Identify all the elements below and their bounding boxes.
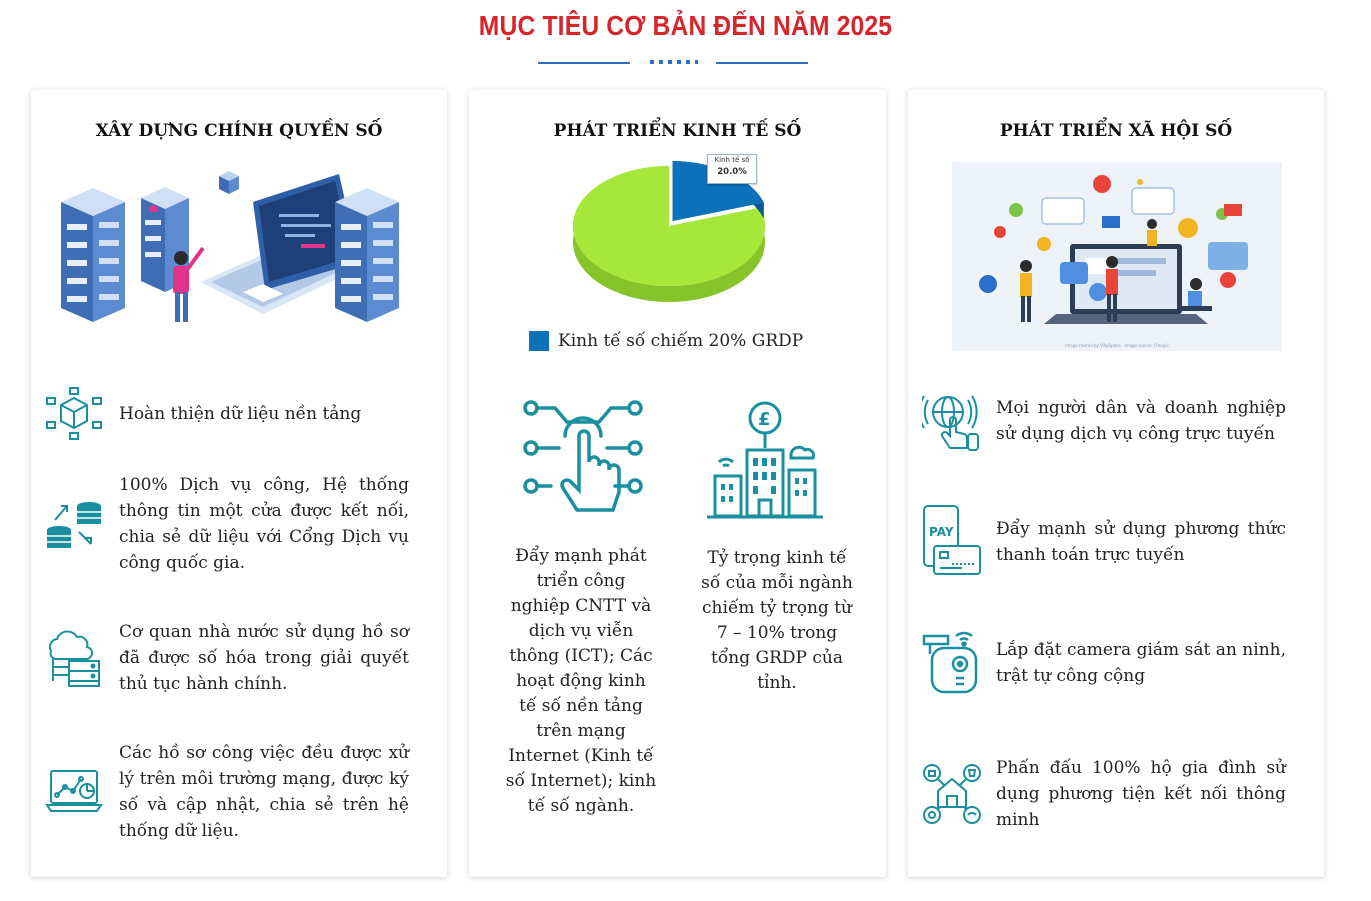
person-left xyxy=(1020,260,1032,322)
card-title: XÂY DỰNG CHÍNH QUYỀN SỐ xyxy=(95,121,383,141)
list-item: Cơ quan nhà nước sử dụng hồ sơ đã được s… xyxy=(45,618,423,698)
pie-legend: Kinh tế số chiếm 20% GRDP xyxy=(529,331,803,351)
card-digital-government: XÂY DỰNG CHÍNH QUYỀN SỐ xyxy=(31,90,447,877)
pie-slice-digital-economy xyxy=(672,161,764,222)
smart-home-icon xyxy=(923,764,981,824)
cloud-server-icon xyxy=(48,630,100,687)
pie-data-label-name: Kinh tế số xyxy=(714,156,750,164)
server-rack-right xyxy=(335,188,399,322)
touch-circuit-icon xyxy=(523,400,643,512)
network-cube-icon xyxy=(46,387,102,440)
divider-line-right xyxy=(716,62,808,64)
list-item: PAY Đẩy mạnh sử dụng phương thức thanh t… xyxy=(922,502,1300,582)
card-title: PHÁT TRIỂN XÃ HỘI SỐ xyxy=(999,121,1233,141)
card-digital-society: PHÁT TRIỂN XÃ HỘI SỐ Image hosted by Vil… xyxy=(908,90,1324,877)
column-text-ict: Đẩy mạnh phát triển công nghiệp CNTT và … xyxy=(505,546,657,816)
list-item: Phấn đấu 100% hộ gia đình sử dụng phương… xyxy=(922,754,1300,834)
divider-line-left xyxy=(538,62,630,64)
laptop xyxy=(201,174,373,314)
list-item: Hoàn thiện dữ liệu nền tảng xyxy=(45,386,423,442)
item-text: Hoàn thiện dữ liệu nền tảng xyxy=(119,404,362,424)
item-text: Mọi người dân và doanh nghiệp sử dụng dị… xyxy=(996,398,1286,444)
person-right xyxy=(1182,278,1212,311)
mobile-pay-icon: PAY xyxy=(923,505,981,575)
legend-swatch xyxy=(529,331,549,351)
globe-touch-icon xyxy=(922,395,979,451)
pie-data-label-value: 20.0% xyxy=(717,167,747,177)
person-center xyxy=(1106,256,1118,322)
laptop-chart-icon xyxy=(45,770,103,812)
list-item: Mọi người dân và doanh nghiệp sử dụng dị… xyxy=(922,390,1300,452)
item-text: Đẩy mạnh sử dụng phương thức thanh toán … xyxy=(996,519,1286,565)
smart-city-pound-icon: £ xyxy=(707,401,823,519)
item-text: Các hồ sơ công việc đều được xử lý trên … xyxy=(119,743,409,841)
divider-dots xyxy=(650,60,698,64)
page-title: MỤC TIÊU CƠ BẢN ĐẾN NĂM 2025 xyxy=(478,10,893,41)
item-text: Lắp đặt camera giám sát an ninh, trật tự… xyxy=(996,640,1286,686)
card-digital-economy: PHÁT TRIỂN KINH TẾ SỐ Kinh tế số 20.0% K… xyxy=(469,90,886,877)
person-top xyxy=(1147,219,1157,246)
list-item: Các hồ sơ công việc đều được xử lý trên … xyxy=(45,740,423,844)
pie-data-label: Kinh tế số 20.0% xyxy=(707,154,757,184)
security-camera-icon xyxy=(922,631,978,694)
digital-society-illustration: Image hosted by VillySpace · Image sourc… xyxy=(952,162,1282,351)
card-title: PHÁT TRIỂN KINH TẾ SỐ xyxy=(553,121,802,141)
svg-text:PAY: PAY xyxy=(929,525,954,539)
legend-label: Kinh tế số chiếm 20% GRDP xyxy=(558,331,804,351)
server-laptop-illustration xyxy=(61,171,399,322)
pie-slice-other xyxy=(573,166,765,286)
item-text: Phấn đấu 100% hộ gia đình sử dụng phương… xyxy=(996,758,1286,830)
illustration-caption: Image hosted by VillySpace · Image sourc… xyxy=(1065,343,1169,348)
list-item: Lắp đặt camera giám sát an ninh, trật tự… xyxy=(922,630,1300,696)
column-text-share: Tỷ trọng kinh tế số của mỗi ngành chiếm … xyxy=(701,548,853,693)
list-item: 100% Dịch vụ công, Hệ thống thông tin mộ… xyxy=(45,472,423,576)
pie-chart xyxy=(573,161,765,302)
database-sync-icon xyxy=(47,502,101,548)
title-divider xyxy=(538,52,808,72)
item-text: 100% Dịch vụ công, Hệ thống thông tin mộ… xyxy=(119,475,409,573)
svg-text:£: £ xyxy=(758,409,771,430)
item-text: Cơ quan nhà nước sử dụng hồ sơ đã được s… xyxy=(119,622,409,694)
person xyxy=(173,246,205,322)
server-rack-left xyxy=(61,188,125,322)
